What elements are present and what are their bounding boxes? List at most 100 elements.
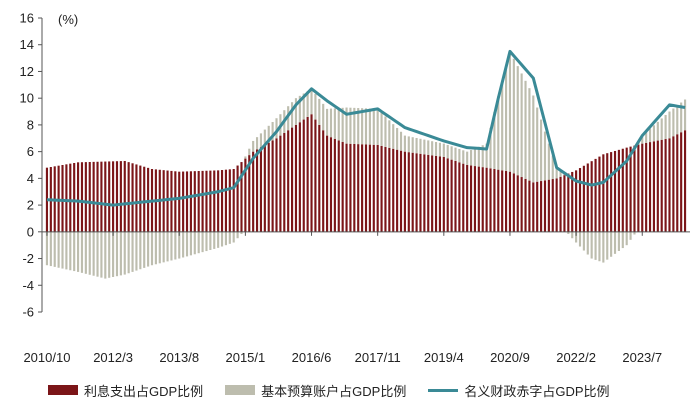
primary-balance-bar — [209, 231, 212, 250]
primary-balance-bar — [594, 231, 597, 260]
primary-balance-bar — [388, 120, 391, 148]
primary-balance-bar — [178, 231, 181, 259]
primary-balance-bar — [77, 231, 80, 272]
primary-balance-bar — [497, 96, 500, 170]
primary-balance-bar — [598, 231, 601, 262]
interest-bar — [310, 114, 313, 232]
interest-bar — [119, 161, 122, 232]
interest-bar — [65, 164, 68, 232]
interest-bar — [594, 158, 597, 232]
interest-bar — [376, 144, 379, 232]
y-tick-label: 10 — [20, 91, 34, 106]
primary-balance-bar — [582, 231, 585, 251]
primary-balance-bar — [551, 155, 554, 180]
primary-balance-bar — [96, 231, 99, 277]
y-tick-label: 2 — [27, 198, 34, 213]
primary-balance-bar — [49, 231, 52, 267]
primary-balance-bar — [240, 231, 243, 234]
primary-balance-bar — [220, 231, 224, 247]
primary-balance-bar — [158, 231, 161, 264]
interest-bar — [660, 139, 663, 232]
primary-balance-bar — [353, 107, 356, 144]
interest-bar — [267, 142, 270, 232]
primary-balance-bar — [540, 119, 543, 182]
primary-balance-bar — [259, 133, 263, 148]
legend-swatch-nominal-deficit — [428, 388, 459, 392]
primary-balance-bar — [466, 151, 469, 165]
primary-balance-bar — [84, 231, 87, 274]
interest-bar — [520, 177, 523, 232]
x-tick-label: 2022/2 — [556, 350, 596, 365]
interest-bar — [57, 165, 60, 232]
primary-balance-bar — [399, 131, 403, 151]
primary-balance-bar — [505, 66, 508, 172]
legend-item-primary-balance: 基本预算账户占GDP比例 — [225, 381, 406, 400]
x-tick-label: 2012/3 — [93, 350, 133, 365]
legend-label-interest: 利息支出占GDP比例 — [84, 383, 204, 399]
interest-bar — [294, 124, 298, 232]
interest-bar — [115, 161, 119, 232]
primary-balance-bar — [197, 231, 200, 254]
interest-bar — [676, 134, 679, 232]
primary-balance-bar — [536, 107, 539, 182]
primary-balance-bar — [368, 108, 371, 145]
primary-balance-bar — [477, 146, 480, 167]
interest-bar — [92, 161, 95, 232]
primary-balance-bar — [528, 88, 531, 181]
primary-balance-bar — [361, 108, 364, 145]
interest-bar — [166, 170, 169, 232]
primary-balance-bar — [287, 106, 290, 131]
primary-balance-bar — [547, 143, 550, 180]
interest-bar — [532, 182, 535, 232]
primary-balance-bar — [648, 128, 652, 143]
interest-bar — [540, 181, 543, 232]
interest-bar — [326, 135, 329, 232]
interest-bar — [185, 171, 189, 232]
primary-balance-bar — [590, 231, 593, 259]
primary-balance-bar — [213, 231, 216, 249]
primary-balance-bar — [154, 231, 157, 265]
interest-bar — [668, 138, 671, 232]
y-tick-label: 6 — [27, 144, 34, 159]
primary-balance-bar — [458, 148, 461, 163]
nominal-deficit-line — [46, 49, 686, 207]
interest-bar — [473, 166, 477, 232]
legend-label-nominal-deficit: 名义财政赤字占GDP比例 — [464, 383, 610, 399]
interest-bar — [586, 163, 589, 232]
interest-bar — [598, 156, 601, 232]
legend-swatch-interest — [48, 385, 78, 395]
primary-balance-bar — [376, 108, 379, 145]
interest-bar — [645, 142, 648, 232]
interest-bar — [135, 164, 138, 232]
interest-bar — [419, 153, 422, 232]
interest-bar — [438, 156, 441, 232]
interest-bar — [220, 170, 224, 232]
interest-bar — [252, 151, 255, 232]
primary-balance-bar — [442, 143, 445, 157]
interest-bar — [205, 170, 208, 232]
primary-balance-bar — [135, 231, 138, 271]
primary-balance-bar — [668, 111, 671, 139]
primary-balance-bar — [314, 93, 317, 120]
interest-bar — [298, 122, 301, 232]
interest-bar — [578, 168, 582, 232]
primary-balance-bar — [559, 170, 562, 177]
interest-bar — [275, 138, 278, 232]
interest-bar — [656, 140, 659, 232]
interest-bar — [446, 158, 449, 232]
primary-balance-bar — [602, 231, 605, 263]
interest-bar — [283, 132, 286, 232]
interest-bar — [563, 175, 566, 232]
interest-bar — [364, 144, 368, 232]
primary-balance-bar — [170, 231, 173, 261]
primary-balance-bar — [485, 143, 488, 168]
interest-bar — [178, 171, 181, 232]
interest-bar — [485, 167, 488, 232]
interest-bar — [279, 135, 282, 232]
primary-balance-bar — [205, 231, 208, 252]
primary-balance-bar — [419, 138, 422, 154]
primary-balance-bar — [143, 231, 146, 268]
primary-balance-bar — [147, 231, 150, 267]
interest-bar — [629, 146, 632, 232]
primary-balance-bar — [88, 231, 91, 275]
